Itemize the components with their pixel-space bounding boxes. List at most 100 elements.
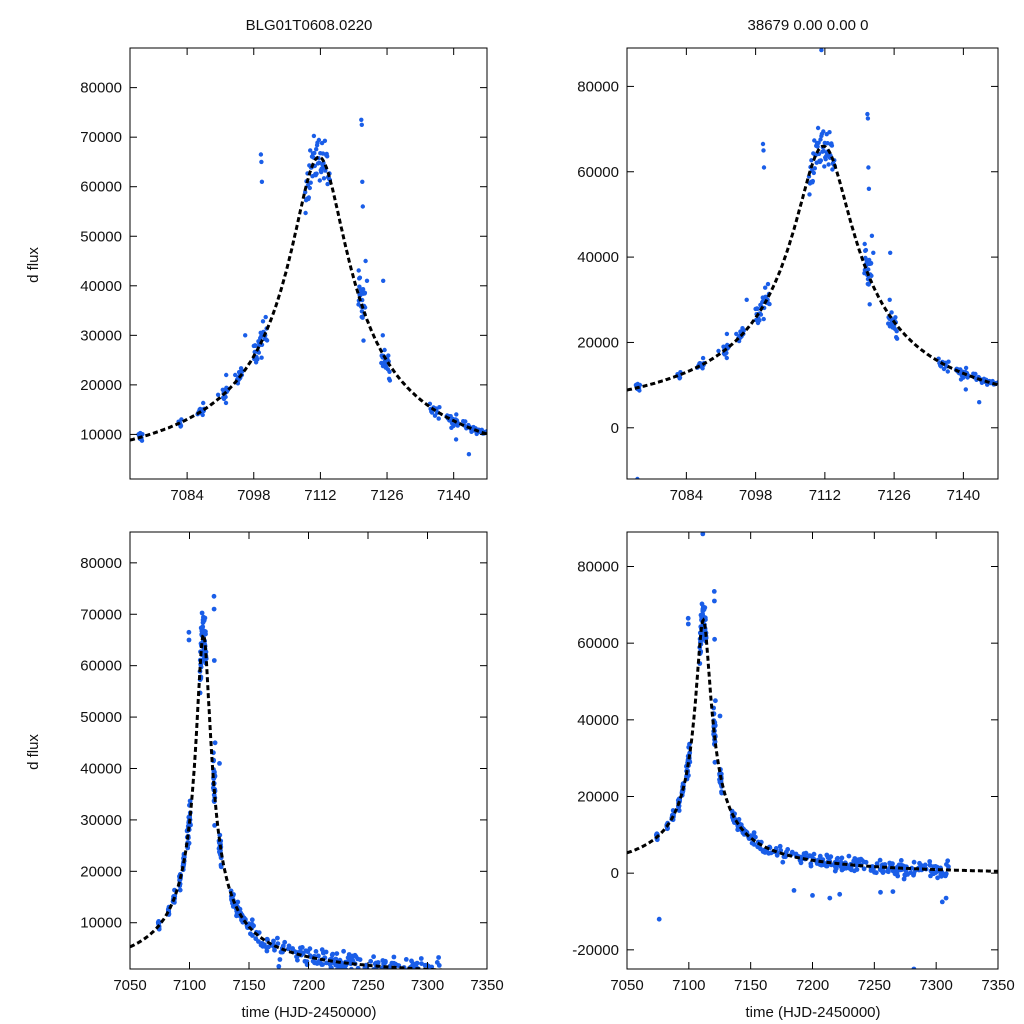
- plot-area: [130, 593, 456, 985]
- data-point: [877, 857, 883, 863]
- data-point: [211, 658, 217, 663]
- x-tick-label: 7050: [113, 977, 146, 994]
- data-point: [330, 951, 336, 957]
- data-point: [368, 958, 374, 964]
- y-tick-label: 80000: [577, 78, 619, 95]
- data-point: [866, 186, 872, 191]
- data-point: [874, 861, 880, 866]
- data-point: [380, 958, 386, 963]
- data-point: [821, 129, 826, 134]
- data-point: [687, 750, 693, 756]
- data-point: [700, 532, 706, 537]
- data-point: [360, 204, 365, 209]
- data-point: [894, 329, 899, 334]
- data-point: [271, 938, 276, 944]
- x-tick-label: 7250: [351, 977, 384, 994]
- data-point: [261, 942, 267, 947]
- data-point: [322, 138, 328, 143]
- plot-area: [627, 532, 998, 969]
- y-tick-label: 30000: [80, 812, 122, 829]
- data-point: [378, 969, 383, 974]
- data-point: [386, 973, 391, 978]
- data-point: [249, 917, 255, 923]
- data-point: [425, 971, 430, 976]
- x-tick-label: 7140: [437, 487, 470, 504]
- data-point: [202, 615, 208, 621]
- data-point: [394, 980, 399, 985]
- data-point: [944, 862, 949, 867]
- data-point: [700, 355, 706, 361]
- data-point: [724, 350, 729, 356]
- data-point: [200, 412, 205, 418]
- data-point: [306, 195, 311, 200]
- right-panel-title: 38679 0.00 0.00 0: [748, 17, 869, 34]
- data-point: [868, 868, 874, 873]
- data-point: [233, 372, 238, 378]
- data-point: [215, 392, 221, 397]
- data-point: [811, 170, 816, 176]
- data-point: [656, 916, 662, 922]
- data-point: [308, 148, 313, 153]
- data-point: [828, 854, 834, 860]
- y-tick-label: 60000: [80, 658, 122, 675]
- data-point: [259, 159, 264, 165]
- data-point: [308, 180, 313, 185]
- data-point: [381, 278, 386, 283]
- data-point: [866, 267, 871, 272]
- data-point: [430, 972, 435, 977]
- data-point: [357, 957, 363, 962]
- data-point: [357, 275, 363, 280]
- data-point: [307, 185, 312, 191]
- data-point: [869, 273, 874, 278]
- bottom-left-x-axis-label: time (HJD-2450000): [241, 1004, 376, 1021]
- data-point: [863, 247, 869, 253]
- y-tick-label: 60000: [577, 635, 619, 652]
- y-tick-label: 80000: [80, 80, 122, 97]
- x-tick-label: 7112: [304, 487, 336, 504]
- data-point: [868, 260, 874, 266]
- data-point: [928, 873, 933, 879]
- data-point: [757, 318, 762, 323]
- data-point: [862, 241, 867, 247]
- data-point: [387, 369, 392, 374]
- data-point: [347, 953, 353, 959]
- data-point: [774, 852, 780, 858]
- data-point: [765, 281, 771, 287]
- data-point: [409, 958, 414, 964]
- data-point: [712, 636, 717, 642]
- data-point: [761, 148, 766, 153]
- data-point: [248, 931, 253, 937]
- data-point: [818, 137, 823, 142]
- y-tick-label: 60000: [80, 179, 122, 196]
- data-point: [361, 338, 366, 343]
- data-point: [945, 369, 950, 374]
- x-tick-label: 7100: [672, 977, 705, 994]
- data-point: [387, 378, 393, 383]
- model-curve: [627, 617, 998, 873]
- data-point: [334, 951, 340, 956]
- y-tick-label: 50000: [80, 228, 122, 245]
- data-point: [364, 278, 370, 283]
- data-point: [359, 122, 364, 128]
- data-point: [186, 637, 192, 643]
- data-point: [298, 945, 303, 951]
- x-tick-label: 7350: [470, 977, 503, 994]
- data-point: [791, 888, 797, 893]
- data-point: [363, 962, 369, 968]
- data-point: [815, 125, 821, 131]
- data-point: [389, 960, 395, 966]
- data-point: [927, 862, 933, 868]
- y-tick-label: 20000: [577, 334, 619, 351]
- panel-bottom-left: 10000 20000 30000 40000 50000 60000 70000 80000…: [80, 531, 504, 994]
- data-point: [139, 438, 145, 443]
- data-point: [282, 939, 288, 945]
- data-point: [826, 162, 831, 167]
- data-point: [368, 971, 373, 976]
- data-point: [889, 310, 894, 315]
- data-point: [879, 868, 884, 873]
- data-point: [835, 855, 841, 861]
- y-tick-label: -20000: [572, 942, 619, 959]
- data-point: [388, 976, 393, 981]
- data-point: [865, 111, 870, 117]
